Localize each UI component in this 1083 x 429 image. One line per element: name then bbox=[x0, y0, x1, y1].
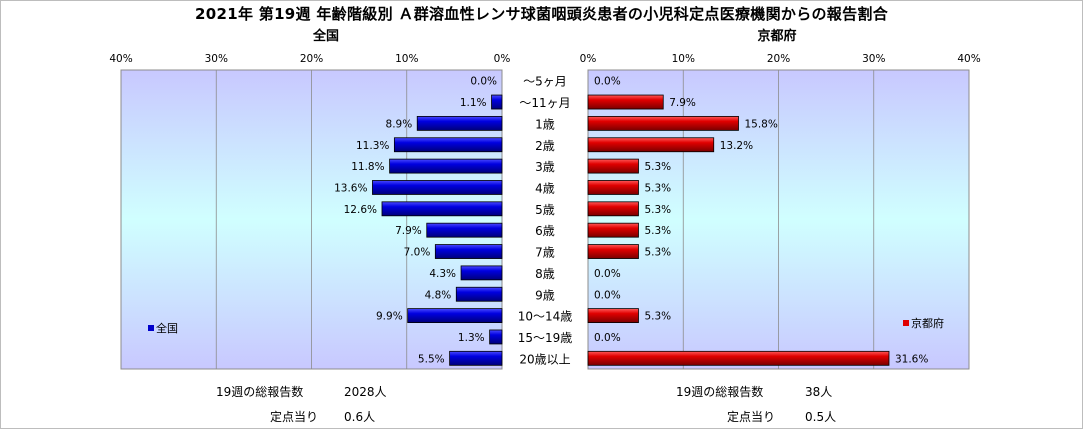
kyoto-bar bbox=[587, 137, 715, 153]
category-label: 15～19歳 bbox=[518, 331, 573, 345]
kyoto-data-label: 13.2% bbox=[720, 140, 753, 152]
kyoto-bar bbox=[587, 244, 639, 259]
category-label: 6歳 bbox=[535, 224, 555, 238]
kyoto-data-label: 5.3% bbox=[644, 247, 671, 259]
category-label: 5歳 bbox=[535, 203, 555, 217]
category-label: 7歳 bbox=[535, 246, 555, 260]
national-data-label: 12.6% bbox=[344, 204, 377, 216]
national-bar bbox=[407, 308, 503, 324]
national-data-label: 9.9% bbox=[376, 311, 403, 323]
kyoto-bar bbox=[587, 115, 739, 131]
national-data-label: 11.8% bbox=[351, 161, 384, 173]
national-bar bbox=[455, 286, 503, 302]
kyoto-data-label: 31.6% bbox=[895, 353, 928, 365]
kyoto-data-label: 5.3% bbox=[644, 311, 671, 323]
national-bar bbox=[491, 94, 503, 110]
national-tick-label: 30% bbox=[205, 53, 228, 65]
category-label: ～11ヶ月 bbox=[519, 96, 570, 110]
national-per-value: 0.6人 bbox=[344, 410, 376, 424]
kyoto-data-label: 5.3% bbox=[644, 225, 671, 237]
kyoto-total-value: 38人 bbox=[805, 385, 833, 399]
national-total-value: 2028人 bbox=[344, 385, 387, 399]
kyoto-tick-label: 20% bbox=[767, 53, 790, 65]
kyoto-per-label: 定点当り bbox=[727, 410, 776, 424]
kyoto-data-label: 5.3% bbox=[644, 204, 671, 216]
category-label: 9歳 bbox=[535, 288, 555, 302]
national-data-label: 0.0% bbox=[470, 76, 497, 88]
national-bar bbox=[449, 350, 503, 366]
national-per-label: 定点当り bbox=[270, 410, 319, 424]
category-label: 1歳 bbox=[535, 117, 555, 131]
kyoto-legend-label: 京都府 bbox=[911, 316, 944, 330]
national-data-label: 1.3% bbox=[458, 332, 485, 344]
kyoto-panel-title: 京都府 bbox=[757, 29, 797, 44]
category-label: 20歳以上 bbox=[519, 352, 570, 366]
national-bar bbox=[489, 329, 503, 345]
national-tick-label: 10% bbox=[395, 53, 418, 65]
kyoto-per-value: 0.5人 bbox=[805, 410, 837, 424]
national-bar bbox=[460, 265, 503, 281]
category-label: 8歳 bbox=[535, 267, 555, 281]
national-panel-title: 全国 bbox=[312, 29, 339, 44]
national-data-label: 5.5% bbox=[418, 353, 445, 365]
kyoto-data-label: 0.0% bbox=[594, 268, 621, 280]
kyoto-data-label: 5.3% bbox=[644, 182, 671, 194]
national-total-label: 19週の総報告数 bbox=[216, 385, 304, 399]
kyoto-bar bbox=[587, 158, 639, 174]
kyoto-bar bbox=[587, 201, 639, 217]
kyoto-tick-label: 0% bbox=[580, 53, 597, 65]
kyoto-data-label: 0.0% bbox=[594, 332, 621, 344]
category-label: 4歳 bbox=[535, 181, 555, 195]
kyoto-data-label: 5.3% bbox=[644, 161, 671, 173]
national-bar bbox=[416, 115, 503, 131]
kyoto-data-label: 0.0% bbox=[594, 289, 621, 301]
national-bar bbox=[434, 244, 503, 259]
national-data-label: 11.3% bbox=[356, 140, 389, 152]
national-data-label: 4.3% bbox=[429, 268, 456, 280]
kyoto-data-label: 15.8% bbox=[744, 118, 777, 130]
kyoto-tick-label: 10% bbox=[672, 53, 695, 65]
national-data-label: 7.9% bbox=[395, 225, 422, 237]
chart-title: 2021年 第19週 年齢階級別 Ａ群溶血性レンサ球菌咽頭炎患者の小児科定点医療… bbox=[195, 5, 888, 23]
kyoto-data-label: 7.9% bbox=[669, 97, 696, 109]
national-data-label: 13.6% bbox=[334, 182, 367, 194]
national-bar bbox=[393, 137, 503, 153]
kyoto-bar bbox=[587, 308, 639, 324]
category-label: 2歳 bbox=[535, 139, 555, 153]
national-legend-label: 全国 bbox=[156, 321, 178, 335]
kyoto-total-label: 19週の総報告数 bbox=[676, 385, 764, 399]
national-data-label: 8.9% bbox=[386, 118, 413, 130]
category-label: ～5ヶ月 bbox=[523, 75, 567, 89]
national-bar bbox=[389, 158, 503, 174]
kyoto-data-label: 0.0% bbox=[594, 76, 621, 88]
national-data-label: 1.1% bbox=[460, 97, 487, 109]
kyoto-bar bbox=[587, 180, 639, 195]
kyoto-tick-label: 30% bbox=[862, 53, 885, 65]
category-label: 10～14歳 bbox=[518, 310, 573, 324]
kyoto-tick-label: 40% bbox=[957, 53, 980, 65]
kyoto-bar bbox=[587, 350, 890, 366]
kyoto-legend-swatch bbox=[903, 320, 909, 326]
national-tick-label: 40% bbox=[109, 53, 132, 65]
national-data-label: 4.8% bbox=[425, 289, 452, 301]
national-legend-swatch bbox=[148, 325, 154, 331]
national-tick-label: 20% bbox=[300, 53, 323, 65]
kyoto-bar bbox=[587, 94, 664, 110]
national-tick-label: 0% bbox=[494, 53, 511, 65]
national-bar bbox=[426, 222, 503, 238]
category-label: 3歳 bbox=[535, 160, 555, 174]
national-bar bbox=[372, 180, 503, 195]
national-data-label: 7.0% bbox=[404, 247, 431, 259]
kyoto-bar bbox=[587, 222, 639, 238]
national-bar bbox=[381, 201, 503, 217]
